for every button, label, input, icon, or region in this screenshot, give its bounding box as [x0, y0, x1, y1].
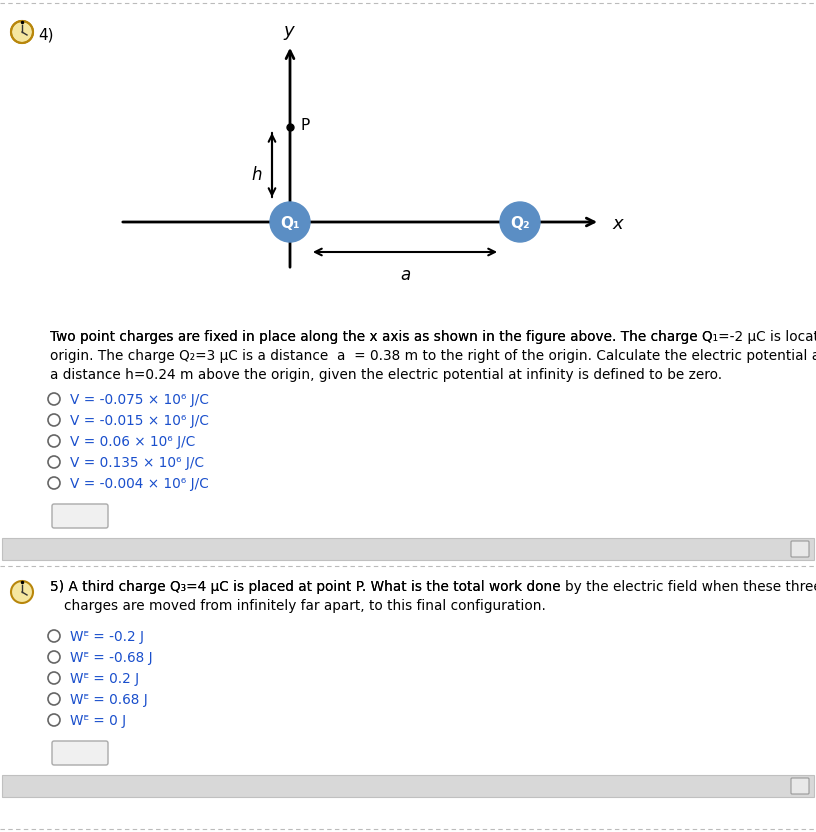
FancyBboxPatch shape	[2, 775, 814, 797]
Circle shape	[11, 581, 33, 603]
Circle shape	[270, 202, 310, 242]
Text: h: h	[251, 166, 262, 184]
Text: a distance h=0.24 m above the origin, given the electric potential at infinity i: a distance h=0.24 m above the origin, gi…	[50, 368, 722, 382]
Circle shape	[500, 202, 540, 242]
FancyBboxPatch shape	[52, 504, 108, 528]
Text: charges are moved from infinitely far apart, to this final configuration.: charges are moved from infinitely far ap…	[64, 599, 546, 613]
Text: V = -0.004 × 10⁶ J/C: V = -0.004 × 10⁶ J/C	[70, 477, 209, 491]
Text: V = 0.135 × 10⁶ J/C: V = 0.135 × 10⁶ J/C	[70, 456, 204, 470]
Text: P: P	[300, 117, 309, 132]
Text: +: +	[796, 544, 805, 554]
Text: Submit: Submit	[58, 746, 102, 760]
Text: Two point charges are fixed in place along the x axis as shown in the figure abo: Two point charges are fixed in place alo…	[50, 330, 816, 344]
Text: Wᴱ = -0.68 J: Wᴱ = -0.68 J	[70, 651, 153, 665]
Text: origin. The charge Q₂=3 μC is a distance  a  = 0.38 m to the right of the origin: origin. The charge Q₂=3 μC is a distance…	[50, 349, 816, 363]
FancyBboxPatch shape	[791, 778, 809, 794]
Text: Wᴱ = -0.2 J: Wᴱ = -0.2 J	[70, 630, 144, 644]
Text: Wᴱ = 0.2 J: Wᴱ = 0.2 J	[70, 672, 139, 686]
Text: V = -0.015 × 10⁶ J/C: V = -0.015 × 10⁶ J/C	[70, 414, 209, 428]
Text: a: a	[400, 266, 410, 284]
Text: Submit: Submit	[58, 509, 102, 522]
Text: V = 0.06 × 10⁶ J/C: V = 0.06 × 10⁶ J/C	[70, 435, 195, 449]
FancyBboxPatch shape	[791, 541, 809, 557]
Text: Wᴱ = 0.68 J: Wᴱ = 0.68 J	[70, 693, 148, 707]
Text: Q₂: Q₂	[510, 215, 530, 230]
Text: V = -0.075 × 10⁶ J/C: V = -0.075 × 10⁶ J/C	[70, 393, 209, 407]
Text: +: +	[796, 781, 805, 791]
Text: x: x	[612, 215, 623, 233]
FancyBboxPatch shape	[2, 538, 814, 560]
Circle shape	[11, 21, 33, 43]
Text: y: y	[284, 22, 295, 40]
Text: Q₁: Q₁	[280, 215, 299, 230]
Text: Two point charges are fixed in place along the x axis as shown in the figure abo: Two point charges are fixed in place alo…	[50, 330, 712, 344]
Text: Wᴱ = 0 J: Wᴱ = 0 J	[70, 714, 126, 728]
Text: 4): 4)	[38, 27, 54, 42]
Text: 5) A third charge Q₃=4 μC is placed at point P. What is the total work done by t: 5) A third charge Q₃=4 μC is placed at p…	[50, 580, 816, 594]
FancyBboxPatch shape	[52, 741, 108, 765]
Text: 5) A third charge Q₃=4 μC is placed at point P. What is the total work done: 5) A third charge Q₃=4 μC is placed at p…	[50, 580, 565, 594]
